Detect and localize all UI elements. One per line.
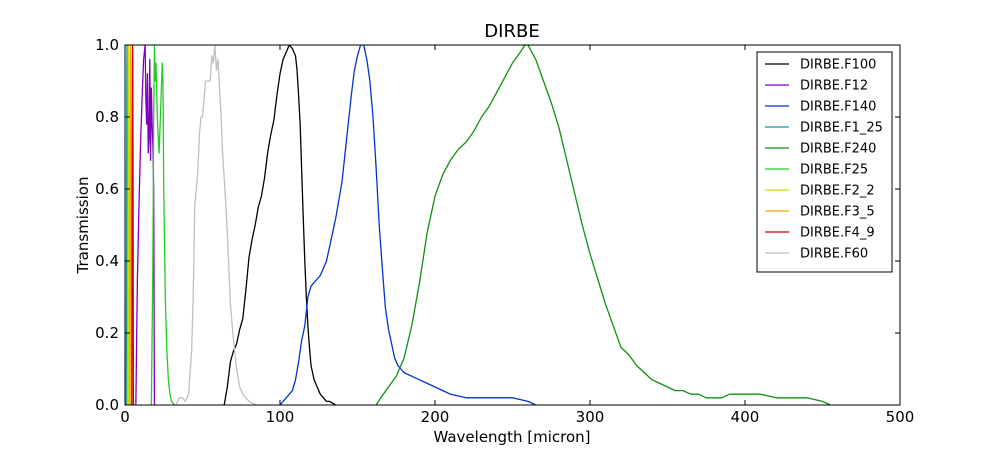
series-line-dirbe-f3-5 (128, 45, 132, 405)
series-layer (125, 45, 831, 405)
legend-entry-label: DIRBE.F3_5 (800, 205, 875, 220)
legend-entry-label: DIRBE.F2_2 (800, 184, 875, 199)
x-tick-label: 100 (266, 408, 295, 426)
y-tick-label: 1.0 (95, 36, 119, 54)
y-tick-label: 0.4 (95, 252, 119, 270)
legend-entry-label: DIRBE.F100 (800, 58, 876, 73)
series-line-dirbe-f140 (279, 45, 537, 405)
series-line-dirbe-f2-2 (127, 45, 130, 405)
legend-entry-label: DIRBE.F60 (800, 247, 868, 262)
series-line-dirbe-f25 (150, 45, 176, 405)
series-line-dirbe-f100 (223, 45, 337, 405)
legend-entry-label: DIRBE.F25 (800, 163, 868, 178)
y-axis-label: Transmission (74, 177, 92, 275)
y-tick-label: 0.6 (95, 180, 119, 198)
y-tick-label: 0.2 (95, 324, 119, 342)
x-axis-label: Wavelength [micron] (433, 428, 590, 446)
legend-entry-label: DIRBE.F240 (800, 142, 876, 157)
series-line-dirbe-f240 (375, 45, 831, 405)
plot-frame (124, 44, 901, 406)
x-tick-label: 400 (731, 408, 760, 426)
legend-entry-label: DIRBE.F140 (800, 100, 876, 115)
y-tick-label: 0.8 (95, 108, 119, 126)
series-line-dirbe-f60 (175, 45, 257, 405)
ticks-layer: 0 100 200 300 400 500 0.0 0.2 0.4 0.6 0.8 1.0 (95, 36, 914, 426)
x-tick-label: 0 (120, 408, 130, 426)
chart-title: DIRBE (484, 21, 539, 42)
legend: DIRBE.F100 DIRBE.F12 DIRBE.F140 DIRBE.F1_25… (756, 51, 893, 273)
legend-entry-label: DIRBE.F1_25 (800, 121, 883, 136)
legend-entry-label: DIRBE.F4_9 (800, 226, 875, 241)
series-line-dirbe-f12 (135, 45, 156, 405)
y-tick-label: 0.0 (95, 396, 119, 414)
legend-box (756, 51, 893, 273)
x-tick-label: 200 (421, 408, 450, 426)
x-tick-label: 500 (886, 408, 915, 426)
series-line-dirbe-f4-9 (131, 45, 135, 405)
x-tick-label: 300 (576, 408, 605, 426)
legend-entry-label: DIRBE.F12 (800, 79, 868, 94)
